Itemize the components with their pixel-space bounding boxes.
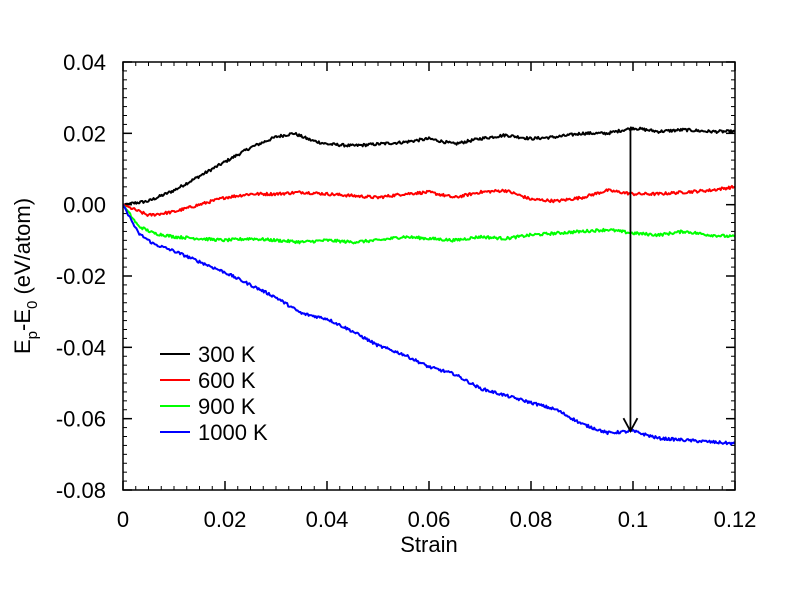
x-tick-label: 0.1 <box>618 507 649 532</box>
y-axis-title-sub1: p <box>24 331 41 339</box>
y-tick-label: -0.08 <box>56 478 106 503</box>
x-tick-label: 0.04 <box>306 507 349 532</box>
y-axis-title-sub2: 0 <box>24 301 41 309</box>
y-tick-label: 0.02 <box>63 121 106 146</box>
series-line-4 <box>123 204 735 446</box>
x-tick-label: 0.12 <box>714 507 757 532</box>
series-group <box>123 126 735 446</box>
legend-label: 600 K <box>198 368 256 393</box>
legend-label: 900 K <box>198 394 256 419</box>
arrow-head <box>622 417 639 434</box>
x-tick-label: 0.08 <box>510 507 553 532</box>
y-axis-title-main: E <box>10 339 35 354</box>
y-tick-label: -0.02 <box>56 264 106 289</box>
series-line-2 <box>123 184 735 217</box>
y-tick-label: 0.00 <box>63 193 106 218</box>
y-tick-label: 0.04 <box>63 50 106 75</box>
x-tick-label: 0 <box>117 507 129 532</box>
x-axis-title: Strain <box>400 532 457 557</box>
annotation-group <box>622 127 639 434</box>
plot-frame <box>122 61 736 491</box>
series-line-1 <box>123 126 735 206</box>
y-tick-label: -0.06 <box>56 407 106 432</box>
x-tick-labels: 0 0.02 0.04 0.06 0.08 0.1 0.12 <box>117 507 757 532</box>
y-tick-labels: -0.08 -0.06 -0.04 -0.02 0.00 0.02 0.04 <box>56 50 106 503</box>
y-axis-title: Ep-E0 (eV/atom) <box>10 198 41 354</box>
x-tick-label: 0.02 <box>204 507 247 532</box>
y-axis-title-mid: -E <box>10 309 35 331</box>
series-line-3 <box>123 204 735 245</box>
x-tick-label: 0.06 <box>408 507 451 532</box>
y-axis-title-unit: (eV/atom) <box>10 198 35 301</box>
y-tick-label: -0.04 <box>56 335 106 360</box>
legend-label: 1000 K <box>198 420 268 445</box>
legend-label: 300 K <box>198 342 256 367</box>
